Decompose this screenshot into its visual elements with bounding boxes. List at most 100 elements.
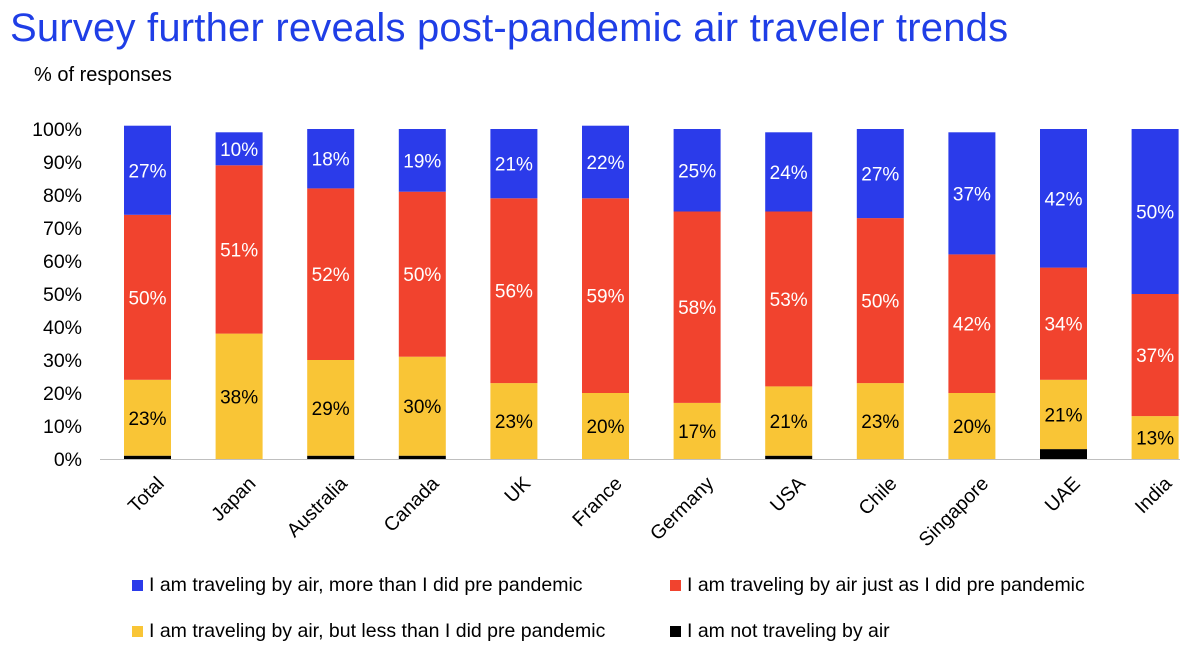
bar-segment xyxy=(1131,294,1179,417)
bar-segment xyxy=(398,191,446,357)
data-label: 50% xyxy=(128,288,166,309)
legend-label-same: I am traveling by air just as I did pre … xyxy=(687,574,1085,596)
x-tick-label: Chile xyxy=(855,473,902,520)
x-tick-label: UAE xyxy=(1041,473,1085,517)
data-label: 22% xyxy=(586,153,624,174)
x-axis: Total Japan Australia Canada UK France Germany… xyxy=(124,472,1176,551)
data-label: 50% xyxy=(403,265,441,286)
data-label: 42% xyxy=(1044,189,1082,210)
bar-segment xyxy=(124,455,171,459)
bar-segment xyxy=(948,254,996,393)
bar-segment xyxy=(765,211,813,387)
bar-segment xyxy=(948,132,996,255)
data-label: 23% xyxy=(128,409,166,430)
bar-segment xyxy=(948,393,996,459)
data-label: 58% xyxy=(678,298,716,319)
data-label: 25% xyxy=(678,161,716,182)
bar-segment xyxy=(1131,129,1179,294)
bar-segment xyxy=(856,383,904,459)
x-tick-label: Japan xyxy=(207,473,260,526)
data-label: 27% xyxy=(128,161,166,182)
data-label: 24% xyxy=(770,163,808,184)
data-label: 50% xyxy=(1136,203,1174,224)
legend-item-not: I am not traveling by air xyxy=(670,620,890,643)
legend-item-more: I am traveling by air, more than I did p… xyxy=(132,574,583,597)
data-label: 17% xyxy=(678,422,716,443)
chart-title: Survey further reveals post-pandemic air… xyxy=(10,6,1009,50)
data-label: 59% xyxy=(586,287,624,308)
data-label: 30% xyxy=(403,397,441,418)
y-axis: 0% 10% 20% 30% 40% 50% 60% 70% 80% 90% 100% xyxy=(32,119,1180,471)
x-tick-label: Australia xyxy=(283,473,352,542)
data-label: 20% xyxy=(586,417,624,438)
data-label: 50% xyxy=(861,292,899,313)
y-tick-label: 90% xyxy=(43,152,82,174)
bar-segment xyxy=(582,125,629,199)
data-label: 20% xyxy=(953,417,991,438)
y-tick-label: 40% xyxy=(43,317,82,339)
data-label: 21% xyxy=(770,412,808,433)
bar-segment xyxy=(765,455,813,459)
bar-segment xyxy=(307,129,355,189)
bar-segment xyxy=(582,393,629,459)
bar-segment xyxy=(398,356,446,456)
x-tick-label: Canada xyxy=(380,473,444,537)
data-label: 13% xyxy=(1136,429,1174,450)
bar-segment xyxy=(765,132,813,212)
data-label: 19% xyxy=(403,151,441,172)
data-label: 42% xyxy=(953,315,991,336)
bar-segment xyxy=(124,214,171,380)
data-label: 29% xyxy=(312,399,350,420)
legend-label-not: I am not traveling by air xyxy=(687,620,890,642)
data-label: 21% xyxy=(1044,405,1082,426)
bar-segment xyxy=(1040,129,1087,268)
data-label: 38% xyxy=(220,387,258,408)
bar-segment xyxy=(307,455,355,459)
y-tick-label: 30% xyxy=(43,350,82,372)
legend-swatch-less xyxy=(132,626,143,637)
data-label: 18% xyxy=(312,150,350,171)
y-tick-label: 0% xyxy=(54,449,82,471)
bar-segment xyxy=(215,333,263,459)
x-tick-label: USA xyxy=(766,473,810,517)
bar-segment xyxy=(673,129,721,212)
bar-segment xyxy=(124,379,171,456)
legend-label-more: I am traveling by air, more than I did p… xyxy=(149,574,583,596)
bar-segment xyxy=(1040,379,1087,450)
x-tick-label: Singapore xyxy=(915,473,993,551)
bar-segment xyxy=(856,129,904,219)
legend-item-same: I am traveling by air just as I did pre … xyxy=(670,574,1085,597)
bar-segment xyxy=(1040,449,1087,459)
y-tick-label: 20% xyxy=(43,383,82,405)
x-tick-label: Total xyxy=(124,473,169,518)
data-label: 37% xyxy=(953,184,991,205)
bar-segment xyxy=(307,360,355,456)
y-axis-label: % of responses xyxy=(34,64,172,86)
legend-swatch-same xyxy=(670,580,681,591)
bar-segment xyxy=(1040,267,1087,380)
x-tick-label: France xyxy=(568,473,626,531)
data-label: 37% xyxy=(1136,346,1174,367)
y-tick-label: 70% xyxy=(43,218,82,240)
bar-segment xyxy=(215,165,263,334)
x-tick-label: Germany xyxy=(646,472,718,544)
data-label: 56% xyxy=(495,282,533,303)
data-label: 53% xyxy=(770,290,808,311)
data-label: 51% xyxy=(220,240,258,261)
bars: 23% 50% 27% 38% 51% 10% 29% 52% 18% 30% 50% 19% 23% 5… xyxy=(124,125,1179,459)
data-label: 10% xyxy=(220,140,258,161)
y-tick-label: 50% xyxy=(43,284,82,306)
bar-segment xyxy=(215,132,263,166)
legend-swatch-not xyxy=(670,626,681,637)
y-tick-label: 10% xyxy=(43,416,82,438)
bar-segment xyxy=(765,386,813,456)
bar-segment xyxy=(490,383,538,459)
x-tick-label: UK xyxy=(500,473,535,508)
legend-item-less: I am traveling by air, but less than I d… xyxy=(132,620,605,643)
legend-label-less: I am traveling by air, but less than I d… xyxy=(149,620,606,642)
x-tick-label: India xyxy=(1131,473,1177,519)
y-tick-label: 60% xyxy=(43,251,82,273)
bar-segment xyxy=(124,125,171,215)
data-label: 52% xyxy=(312,265,350,286)
bar-segment xyxy=(398,129,446,192)
